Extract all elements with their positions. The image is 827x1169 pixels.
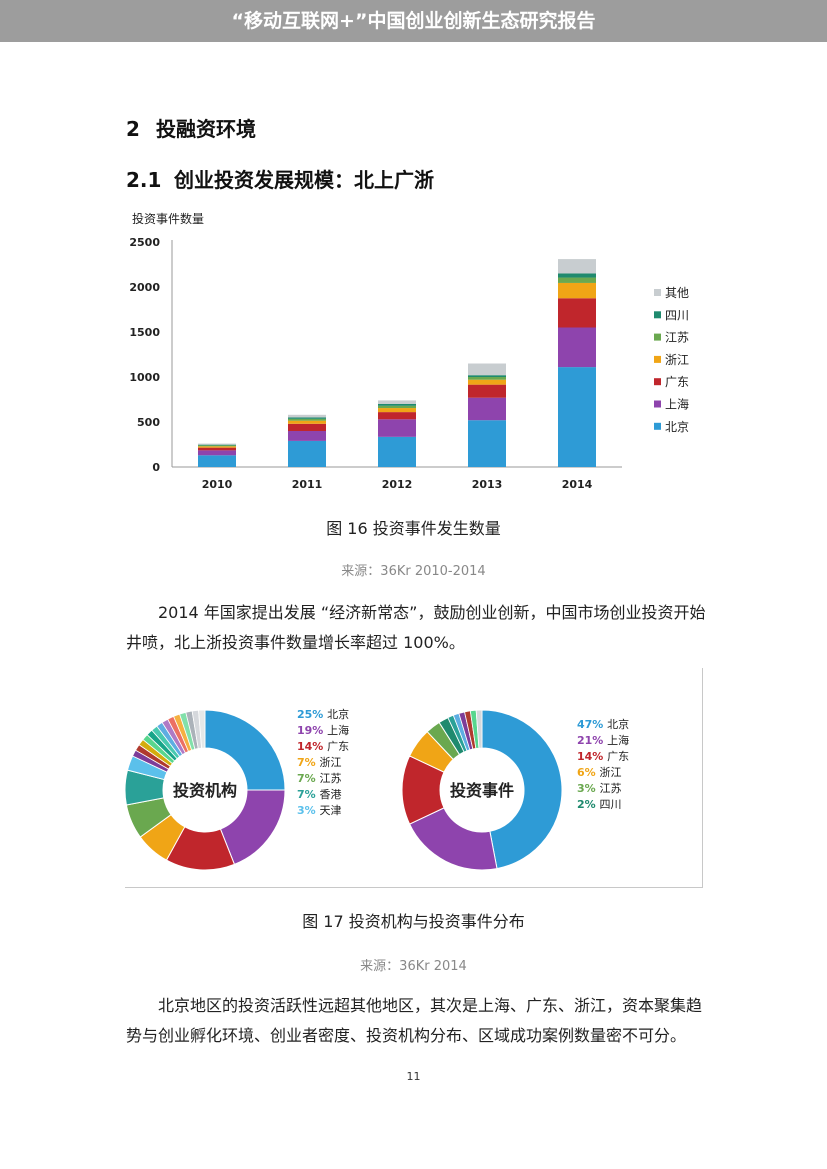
legend-label: 四川 [665, 308, 689, 322]
legend-swatch [654, 333, 661, 341]
donut-hole [440, 748, 524, 832]
page-header: “移动互联网+”中国创业创新生态研究报告 [0, 0, 827, 42]
donut-legend-item: 3% 天津 [297, 804, 342, 817]
bar-segment [378, 404, 416, 406]
donut-legend-item: 7% 香港 [297, 788, 342, 801]
legend-swatch [654, 311, 661, 319]
figure-16-caption: 图 16 投资事件发生数量 [326, 519, 501, 538]
y-tick-label: 1000 [129, 371, 160, 384]
bar-segment [468, 379, 506, 385]
y-tick-label: 2000 [129, 281, 160, 294]
bar-segment [468, 375, 506, 377]
bar-segment [558, 298, 596, 328]
donut-legend-item: 6% 浙江 [577, 766, 622, 779]
bar-segment [378, 400, 416, 404]
legend-swatch [654, 289, 661, 296]
page-number: 11 [406, 1070, 421, 1083]
section-title: 投融资环境 [156, 117, 256, 141]
bar-segment [288, 420, 326, 424]
bar-segment [468, 363, 506, 376]
legend-label: 广东 [665, 375, 689, 389]
figure-17-caption: 图 17 投资机构与投资事件分布 [302, 912, 525, 931]
y-tick-label: 0 [152, 461, 160, 474]
bar-segment [378, 419, 416, 437]
y-axis-label: 投资事件数量 [132, 211, 204, 226]
section-heading: 2 投融资环境 [126, 113, 256, 142]
donut-legend-item: 25% 北京 [297, 707, 349, 721]
bar-segment [198, 445, 236, 447]
bar-segment [198, 447, 236, 451]
y-tick-label: 2500 [129, 236, 160, 249]
bar-segment [198, 450, 236, 456]
investment-events-bar-chart: 投资事件数量 0 500 1000 1500 2000 2500 2010 2011 2012 20… [129, 211, 689, 491]
bar-segment [468, 397, 506, 421]
section-number: 2 [126, 117, 140, 141]
donut-center-label: 投资事件 [450, 781, 514, 800]
donut-hole [163, 748, 247, 832]
bar-segment [378, 412, 416, 420]
y-tick-label: 1500 [129, 326, 160, 339]
legend-label: 北京 [665, 420, 689, 434]
subsection-title: 创业投资发展规模：北上广浙 [174, 168, 434, 192]
bar-segment [468, 377, 506, 380]
x-tick-label: 2012 [382, 478, 413, 491]
subsection-number: 2.1 [126, 168, 162, 192]
subsection-heading: 2.1 创业投资发展规模：北上广浙 [126, 164, 434, 193]
donut-legend-item: 14% 广东 [297, 740, 349, 753]
paragraph-2: 北京地区的投资活跃性远超其他地区，其次是上海、广东、浙江，资本聚集趋势与创业孵化… [126, 996, 703, 1045]
bar-segment [198, 455, 236, 467]
legend-swatch [654, 378, 661, 386]
donut-charts: 投资机构 25% 北京 19% 上海 14% 广东 7% 浙江 7% 江苏 7% 香港 3% … [125, 707, 629, 871]
bar-segment [468, 384, 506, 398]
figure-17-source: 来源：36Kr 2014 [360, 959, 467, 974]
legend-swatch [654, 422, 661, 430]
bar-segment [558, 367, 596, 467]
donut-legend-item: 14% 广东 [577, 750, 629, 763]
figure-16-source: 来源：36Kr 2010-2014 [341, 564, 486, 579]
x-tick-label: 2010 [202, 478, 233, 491]
x-tick-label: 2011 [292, 478, 323, 491]
legend-swatch [654, 355, 661, 363]
bar-segment [378, 408, 416, 413]
bar-segment [288, 414, 326, 418]
bar-segment [468, 420, 506, 467]
legend-swatch [654, 400, 661, 408]
bar-segment [288, 423, 326, 431]
donut-legend-item: 3% 江苏 [577, 782, 622, 795]
bar-segment [288, 440, 326, 467]
bar-segment [558, 273, 596, 278]
bar-segment [558, 282, 596, 299]
donut-legend-item: 47% 北京 [577, 717, 629, 731]
donut-center-label: 投资机构 [173, 781, 237, 800]
legend-label: 其他 [665, 286, 689, 300]
bar-segment [378, 436, 416, 467]
donut-legend-item: 21% 上海 [577, 733, 629, 747]
bar-segment [198, 444, 236, 446]
bar-segment [558, 277, 596, 283]
donut-charts-frame: 投资机构 25% 北京 19% 上海 14% 广东 7% 浙江 7% 江苏 7% 香港 3% … [125, 668, 703, 888]
report-title: “移动互联网+”中国创业创新生态研究报告 [231, 10, 596, 32]
bar-segment [198, 446, 236, 448]
donut-legend-item: 19% 上海 [297, 723, 349, 737]
legend-label: 浙江 [665, 353, 689, 367]
bar-segment [288, 431, 326, 441]
x-tick-label: 2014 [562, 478, 593, 491]
x-tick-label: 2013 [472, 478, 503, 491]
bar-segment [558, 327, 596, 368]
bar-segment [288, 417, 326, 419]
bar-segment [558, 259, 596, 274]
bar-segment [198, 443, 236, 445]
bar-segment [288, 418, 326, 421]
bar-segment [378, 405, 416, 409]
donut-legend-item: 7% 浙江 [297, 756, 342, 769]
donut-legend-item: 7% 江苏 [297, 772, 342, 785]
legend-label: 江苏 [665, 331, 689, 345]
legend-label: 上海 [665, 397, 689, 412]
donut-legend-item: 2% 四川 [577, 798, 622, 811]
y-tick-label: 500 [137, 416, 160, 429]
paragraph-1: 2014 年国家提出发展 “经济新常态”，鼓励创业创新，中国市场创业投资开始井喷… [126, 603, 706, 652]
